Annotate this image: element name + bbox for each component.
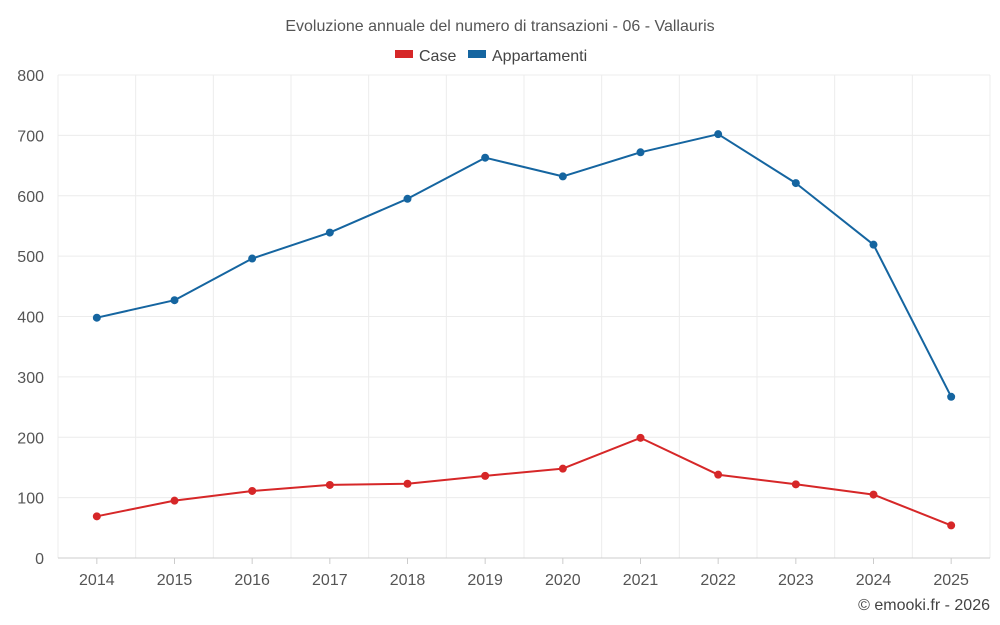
- y-tick-label: 200: [17, 430, 44, 447]
- data-point-case-2019[interactable]: [481, 471, 490, 480]
- data-point-appartamenti-2019[interactable]: [481, 153, 490, 162]
- x-tick-label: 2025: [933, 572, 969, 589]
- data-point-case-2014[interactable]: [92, 512, 101, 521]
- y-tick-label: 400: [17, 310, 44, 327]
- grid: [57, 74, 991, 559]
- legend: Case Appartamenti: [395, 48, 587, 65]
- chart-title: Evoluzione annuale del numero di transaz…: [285, 18, 714, 35]
- series-appartamenti: [92, 130, 956, 401]
- x-tick-label: 2024: [856, 572, 892, 589]
- credit-text: © emooki.fr - 2026: [858, 597, 990, 614]
- y-axis: 0 100 200 300 400 500 600 700 800: [17, 68, 44, 568]
- data-point-appartamenti-2025[interactable]: [947, 392, 956, 401]
- series-line-case: [96, 436, 952, 527]
- legend-swatch-case: [395, 50, 413, 58]
- x-tick-label: 2017: [312, 572, 348, 589]
- legend-label-appartamenti[interactable]: Appartamenti: [492, 48, 587, 65]
- data-point-case-2022[interactable]: [714, 470, 723, 479]
- series-line-appartamenti: [96, 133, 953, 398]
- data-point-appartamenti-2024[interactable]: [869, 240, 878, 249]
- data-point-appartamenti-2020[interactable]: [558, 172, 567, 181]
- y-tick-label: 100: [17, 491, 44, 508]
- data-point-case-2023[interactable]: [791, 480, 800, 489]
- legend-label-case[interactable]: Case: [419, 48, 456, 65]
- y-tick-label: 600: [17, 189, 44, 206]
- data-point-case-2020[interactable]: [558, 464, 567, 473]
- x-tick-label: 2023: [778, 572, 814, 589]
- data-point-appartamenti-2016[interactable]: [248, 254, 257, 263]
- data-point-appartamenti-2022[interactable]: [714, 130, 723, 139]
- x-axis: 2014 2015 2016 2017 2018 2019 2020 2021 2022 2023…: [58, 557, 990, 589]
- y-tick-label: 800: [17, 68, 44, 85]
- data-point-appartamenti-2021[interactable]: [636, 148, 645, 157]
- y-tick-label: 700: [17, 128, 44, 145]
- y-tick-label: 500: [17, 249, 44, 266]
- data-point-case-2025[interactable]: [947, 521, 956, 530]
- x-tick-label: 2016: [234, 572, 270, 589]
- legend-swatch-appartamenti: [468, 50, 486, 58]
- x-tick-label: 2021: [623, 572, 659, 589]
- data-point-appartamenti-2017[interactable]: [325, 228, 334, 237]
- x-tick-label: 2022: [700, 572, 736, 589]
- data-point-appartamenti-2018[interactable]: [403, 194, 412, 203]
- data-point-case-2021[interactable]: [636, 433, 645, 442]
- series-case: [92, 433, 956, 530]
- data-point-case-2018[interactable]: [403, 479, 412, 488]
- data-point-appartamenti-2014[interactable]: [92, 313, 101, 322]
- data-point-case-2017[interactable]: [325, 480, 334, 489]
- x-tick-label: 2015: [157, 572, 193, 589]
- y-tick-label: 0: [35, 551, 44, 568]
- x-tick-label: 2019: [467, 572, 503, 589]
- data-point-case-2016[interactable]: [248, 486, 257, 495]
- data-point-case-2024[interactable]: [869, 490, 878, 499]
- data-point-case-2015[interactable]: [170, 496, 179, 505]
- data-point-appartamenti-2023[interactable]: [791, 179, 800, 188]
- data-point-appartamenti-2015[interactable]: [170, 296, 179, 305]
- x-tick-label: 2018: [390, 572, 426, 589]
- y-tick-label: 300: [17, 370, 44, 387]
- x-tick-label: 2020: [545, 572, 581, 589]
- x-tick-label: 2014: [79, 572, 115, 589]
- series: [92, 130, 956, 530]
